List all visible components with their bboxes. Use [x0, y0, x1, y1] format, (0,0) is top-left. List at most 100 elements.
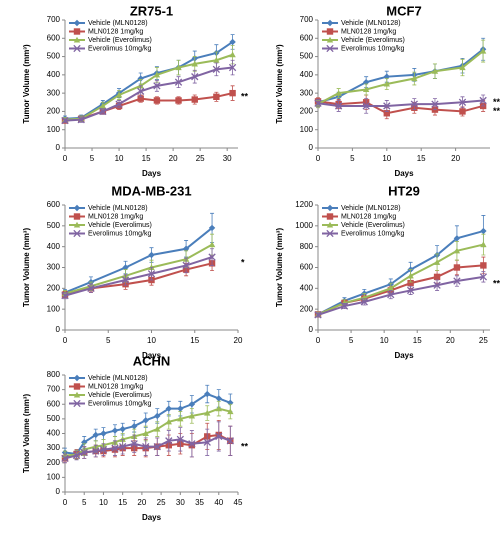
marker [479, 273, 488, 281]
x-tick-label: 25 [479, 336, 488, 345]
marker [431, 100, 439, 108]
marker [80, 448, 88, 457]
legend-marker [326, 19, 334, 27]
x-tick-label: 0 [316, 336, 321, 345]
series-line [64, 392, 231, 456]
marker [92, 447, 100, 455]
marker [360, 298, 368, 306]
marker [165, 405, 172, 412]
marker [480, 227, 487, 235]
y-tick-label: 200 [300, 107, 314, 116]
y-tick-label: 400 [300, 70, 314, 79]
x-tick-label: 10 [380, 336, 389, 345]
legend-marker [73, 213, 81, 220]
legend-marker [73, 229, 81, 238]
series-line [64, 435, 231, 460]
marker [480, 241, 487, 248]
marker [188, 401, 196, 408]
marker [175, 64, 182, 71]
y-tick-label: 0 [56, 325, 61, 334]
marker [213, 93, 220, 100]
legend-label: Vehicle (MLN0128) [88, 205, 148, 212]
x-tick-label: 15 [417, 154, 426, 163]
marker [175, 97, 182, 104]
y-tick-label: 300 [47, 88, 61, 97]
marker [406, 286, 415, 295]
x-tick-label: 35 [195, 498, 204, 507]
y-axis-label: Tumor Volume (mm³) [22, 228, 31, 308]
marker [383, 102, 391, 110]
x-axis-label: Days [142, 513, 162, 522]
chart-title: ACHN [133, 353, 171, 368]
marker [383, 80, 390, 87]
marker [115, 91, 123, 98]
x-tick-label: 45 [234, 498, 243, 507]
marker [453, 277, 461, 285]
y-axis-label: Tumor Volume (mm³) [275, 44, 284, 124]
marker [407, 279, 414, 287]
series-line [64, 243, 213, 295]
y-tick-label: 700 [47, 15, 61, 24]
legend-label: Vehicle (Everolimus) [341, 37, 405, 44]
series-line [64, 227, 213, 294]
x-tick-label: 0 [63, 336, 68, 345]
marker [411, 75, 418, 82]
legend-label: Everolimus 10mg/kg [341, 45, 405, 52]
marker [130, 440, 138, 448]
x-tick-label: 20 [451, 154, 460, 163]
marker [153, 443, 161, 451]
marker [226, 437, 234, 445]
marker [147, 270, 156, 278]
marker [203, 438, 211, 446]
marker [433, 281, 441, 289]
marker [383, 110, 390, 117]
x-tick-label: 20 [446, 336, 455, 345]
series-line [317, 243, 484, 316]
legend-label: MLN0128 1mg/kg [341, 213, 396, 220]
legend-marker [326, 36, 334, 43]
legend-label: MLN0128 1mg/kg [88, 28, 143, 35]
marker [453, 235, 461, 242]
annotation: ** [241, 442, 249, 452]
marker [99, 107, 107, 116]
y-tick-label: 500 [47, 52, 61, 61]
marker [387, 290, 395, 299]
y-tick-label: 0 [56, 487, 61, 496]
legend-label: Everolimus 10mg/kg [88, 400, 152, 407]
marker [176, 435, 184, 444]
series-line [317, 48, 484, 104]
marker [165, 418, 172, 425]
marker [215, 395, 222, 402]
y-tick-label: 100 [47, 304, 61, 313]
marker [115, 100, 123, 108]
x-axis-label: Days [142, 169, 162, 178]
x-axis-label: Days [142, 351, 162, 360]
marker [119, 443, 127, 451]
marker [111, 444, 119, 452]
marker [142, 443, 150, 451]
series-line [64, 66, 233, 122]
legend-marker [73, 374, 81, 382]
x-tick-label: 0 [63, 498, 68, 507]
y-tick-label: 600 [47, 33, 61, 42]
y-tick-label: 100 [47, 472, 61, 481]
y-tick-label: 0 [309, 143, 314, 152]
legend-label: MLN0128 1mg/kg [88, 213, 143, 220]
y-axis-label: Tumor Volume (mm³) [275, 228, 284, 308]
marker [433, 259, 441, 265]
marker [99, 445, 108, 454]
y-tick-label: 600 [300, 33, 314, 42]
chart-panel: MCF7 0 100 200 300 400 500 600 700 0 5 10 15 20 Days Tu… [275, 3, 500, 178]
x-tick-label: 10 [115, 154, 124, 163]
marker [215, 432, 223, 441]
marker [213, 57, 220, 63]
x-tick-label: 40 [214, 498, 223, 507]
y-tick-label: 400 [47, 70, 61, 79]
marker [153, 71, 161, 78]
marker [177, 405, 184, 412]
marker [122, 264, 129, 271]
x-tick-label: 20 [234, 336, 243, 345]
marker [153, 97, 161, 104]
marker [137, 95, 144, 102]
legend-marker [326, 221, 334, 228]
